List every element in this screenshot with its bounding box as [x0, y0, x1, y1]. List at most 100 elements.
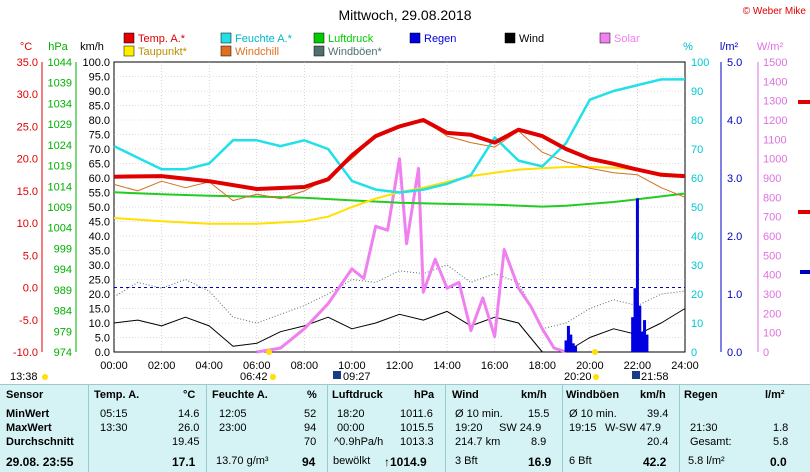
tick-label-wind_kmh: 5.0: [95, 333, 110, 345]
side-indicator: [800, 270, 810, 274]
tick-label-wind_kmh: 30.0: [89, 260, 110, 272]
pressure-value: 1011.6: [400, 408, 433, 420]
humidity-time: 23:00: [219, 422, 247, 434]
tick-label-humidity_pct: 80: [691, 115, 703, 127]
legend-label: Solar: [614, 33, 640, 45]
moonrise-time: 09:27: [343, 371, 371, 383]
pressure-time: 18:20: [337, 408, 365, 420]
column-divider: [88, 385, 89, 472]
gust-value: 39.4: [647, 408, 669, 420]
pressure-value: ↑1014.9: [384, 455, 427, 469]
series-line-luftdruck: [113, 191, 686, 208]
axis-title-rain_lm2: l/m²: [720, 41, 739, 53]
tick-label-pressure_hpa: 1039: [48, 78, 72, 90]
temp-time: 05:15: [100, 408, 128, 420]
axis-title-humidity_pct: %: [683, 41, 693, 53]
legend-label: Wind: [519, 33, 544, 45]
column-divider: [562, 385, 563, 472]
tick-label-pressure_hpa: 1014: [48, 181, 72, 193]
x-tick-label: 24:00: [671, 360, 699, 372]
tick-label-wind_kmh: 55.0: [89, 188, 110, 200]
tick-label-temp_c: 25.0: [17, 121, 38, 133]
wind-bft: 3 Bft: [455, 455, 478, 467]
column-divider: [445, 385, 446, 472]
humidity-time: 12:05: [219, 408, 247, 420]
tick-label-wind_kmh: 90.0: [89, 86, 110, 98]
x-tick-label: 04:00: [195, 360, 223, 372]
axis-title-wind_kmh: km/h: [80, 41, 104, 53]
header-rain-unit: l/m²: [765, 389, 785, 401]
tick-label-solar_wm2: 900: [763, 173, 781, 185]
tick-label-pressure_hpa: 1034: [48, 98, 72, 110]
legend-label: Feuchte A.*: [235, 33, 293, 45]
pressure-trend: ^0.9hPa/h: [334, 436, 384, 448]
tick-label-wind_kmh: 35.0: [89, 246, 110, 258]
tick-label-pressure_hpa: 1029: [48, 119, 72, 131]
gust-bft: 6 Bft: [569, 455, 592, 467]
abs-humidity: 13.70 g/m³: [216, 455, 269, 467]
tick-label-humidity_pct: 100: [691, 57, 709, 69]
temp-value: 14.6: [178, 408, 200, 420]
pressure-value: 1013.3: [400, 436, 434, 448]
tick-label-rain_lm2: 3.0: [727, 173, 742, 185]
tick-label-wind_kmh: 75.0: [89, 130, 110, 142]
legend-label: Regen: [424, 33, 456, 45]
humidity-value: 70: [304, 436, 317, 448]
x-tick-label: 02:00: [148, 360, 176, 372]
tick-label-solar_wm2: 1200: [763, 115, 787, 127]
tick-label-pressure_hpa: 989: [54, 285, 72, 297]
tick-label-rain_lm2: 0.0: [727, 347, 742, 359]
x-tick-label: 18:00: [528, 360, 556, 372]
temp-value: 19.45: [172, 436, 200, 448]
weather-chart: Mittwoch, 29.08.2018 © Weber Mike °C hPa km/…: [10, 6, 810, 383]
tick-label-humidity_pct: 20: [691, 289, 703, 301]
series-line-wind: [113, 308, 686, 353]
rain-value: 1.8: [773, 422, 789, 434]
copyright: © Weber Mike: [743, 6, 807, 17]
gust-value: 20.4: [647, 436, 669, 448]
x-tick-label: 12:00: [386, 360, 414, 372]
side-indicator: [798, 100, 810, 104]
tick-label-temp_c: 10.0: [17, 218, 38, 230]
tick-label-pressure_hpa: 1024: [48, 140, 72, 152]
tick-label-rain_lm2: 1.0: [727, 289, 742, 301]
tick-label-rain_lm2: 4.0: [727, 115, 742, 127]
tick-label-wind_kmh: 60.0: [89, 173, 110, 185]
axis-title-solar_wm2: W/m²: [757, 41, 784, 53]
wind-time: 19:20: [455, 422, 483, 434]
rain-bar: [635, 198, 639, 352]
weather-state: bewölkt: [333, 455, 371, 467]
header-pressure: Luftdruck: [332, 389, 383, 401]
rain-rate: 0.0: [770, 455, 787, 469]
tick-label-wind_kmh: 20.0: [89, 289, 110, 301]
wind-value: 16.9: [528, 455, 552, 469]
header-rain: Regen: [684, 389, 718, 401]
tick-label-solar_wm2: 1500: [763, 57, 787, 69]
legend-swatch: [504, 32, 516, 44]
header-temp: Temp. A.: [94, 389, 140, 401]
series-line-solar: [256, 157, 567, 354]
tick-label-pressure_hpa: 1009: [48, 202, 72, 214]
column-divider: [327, 385, 328, 472]
legend-swatch: [313, 45, 325, 57]
tick-label-pressure_hpa: 984: [54, 306, 72, 318]
tick-label-humidity_pct: 40: [691, 231, 703, 243]
column-divider: [679, 385, 680, 472]
temp-time: 13:30: [100, 422, 128, 434]
chart-title: Mittwoch, 29.08.2018: [338, 7, 471, 23]
tick-label-solar_wm2: 400: [763, 270, 781, 282]
header-sensor: Sensor: [6, 389, 44, 401]
tick-label-pressure_hpa: 999: [54, 243, 72, 255]
tick-label-temp_c: 15.0: [17, 186, 38, 198]
rain-bar: [645, 334, 649, 352]
tick-label-temp_c: -10.0: [13, 347, 38, 359]
rain-today: 5.8 l/m²: [688, 455, 725, 467]
tick-label-wind_kmh: 70.0: [89, 144, 110, 156]
tick-label-wind_kmh: 95.0: [89, 72, 110, 84]
header-pressure-unit: hPa: [414, 389, 435, 401]
wind-label: Ø 10 min.: [455, 408, 503, 420]
tick-label-humidity_pct: 30: [691, 260, 703, 272]
header-wind: Wind: [452, 389, 479, 401]
stats-table: Sensor Temp. A. °C Feuchte A. % Luftdruc…: [0, 384, 810, 472]
